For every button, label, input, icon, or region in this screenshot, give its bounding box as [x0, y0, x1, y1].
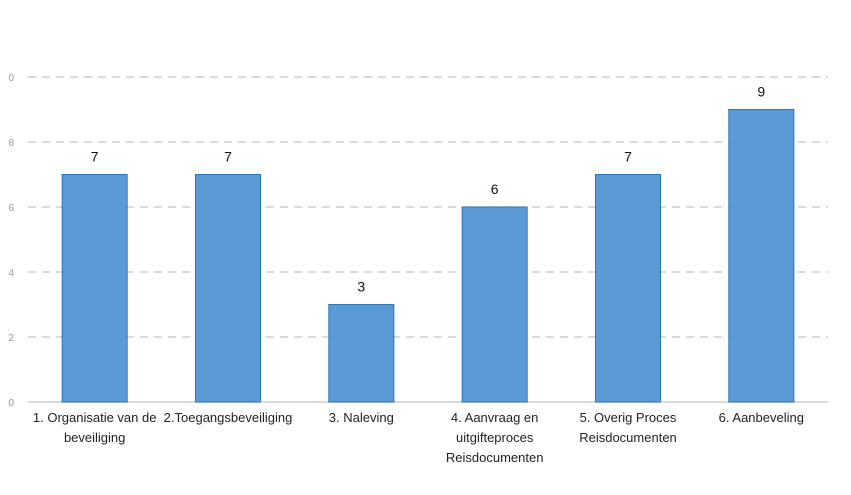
bar: [728, 109, 795, 403]
y-tick-label: 6: [8, 203, 14, 214]
y-tick-label: 2: [8, 333, 14, 344]
gridlines: [28, 76, 828, 403]
bars: [61, 109, 795, 403]
data-label: 6: [491, 181, 499, 197]
category-label: 5. Overig Proces Reisdocumenten: [579, 410, 677, 445]
bar: [461, 206, 528, 403]
category-label: 6. Aanbeveling: [719, 410, 804, 425]
data-label: 7: [624, 149, 632, 165]
category-label: 1. Organisatie van de beveiliging: [33, 410, 157, 445]
y-tick-label: 0: [8, 398, 14, 409]
data-label: 7: [224, 149, 232, 165]
bar: [595, 174, 661, 403]
y-axis-ticks: 0 2 4 6 8 0: [8, 73, 14, 409]
y-tick-label: 8: [8, 138, 14, 149]
y-tick-label: 0: [8, 73, 14, 84]
data-label: 3: [357, 279, 365, 295]
category-label: 3. Naleving: [329, 410, 394, 425]
category-label: 4. Aanvraag en uitgifteproces Reisdocument…: [446, 410, 544, 465]
y-tick-label: 4: [8, 268, 14, 279]
category-labels: 1. Organisatie van de beveiliging 2.Toegan…: [33, 410, 804, 465]
bar: [328, 304, 395, 403]
data-label: 9: [757, 84, 765, 100]
bar: [61, 174, 128, 403]
data-label: 7: [91, 149, 99, 165]
data-labels: 7 7 3 6 7 9: [91, 84, 766, 295]
category-label: 2.Toegangsbeveiliging: [164, 410, 293, 425]
bar: [195, 174, 261, 403]
